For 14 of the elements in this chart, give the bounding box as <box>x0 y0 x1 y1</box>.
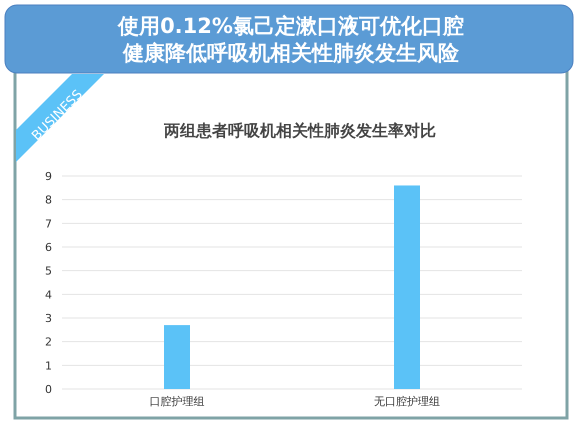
y-tick-label: 4 <box>45 288 52 302</box>
x-tick-label: 口腔护理组 <box>150 395 204 408</box>
chart-subtitle: 两组患者呼吸机相关性肺炎发生率对比 <box>163 121 436 140</box>
y-tick-label: 6 <box>45 241 52 254</box>
y-tick-label: 7 <box>45 217 52 230</box>
y-tick-label: 2 <box>45 336 52 349</box>
x-tick-label: 无口腔护理组 <box>374 395 440 408</box>
y-tick-label: 1 <box>45 359 52 372</box>
y-tick-label: 8 <box>45 194 52 207</box>
chart-title: 使用0.12%氯己定漱口液可优化口腔健康降低呼吸机相关性肺炎发生风险 <box>117 14 464 65</box>
y-tick-label: 0 <box>45 383 52 396</box>
y-tick-label: 9 <box>45 170 52 183</box>
y-tick-label: 3 <box>45 312 52 325</box>
y-tick-label: 5 <box>45 264 52 278</box>
